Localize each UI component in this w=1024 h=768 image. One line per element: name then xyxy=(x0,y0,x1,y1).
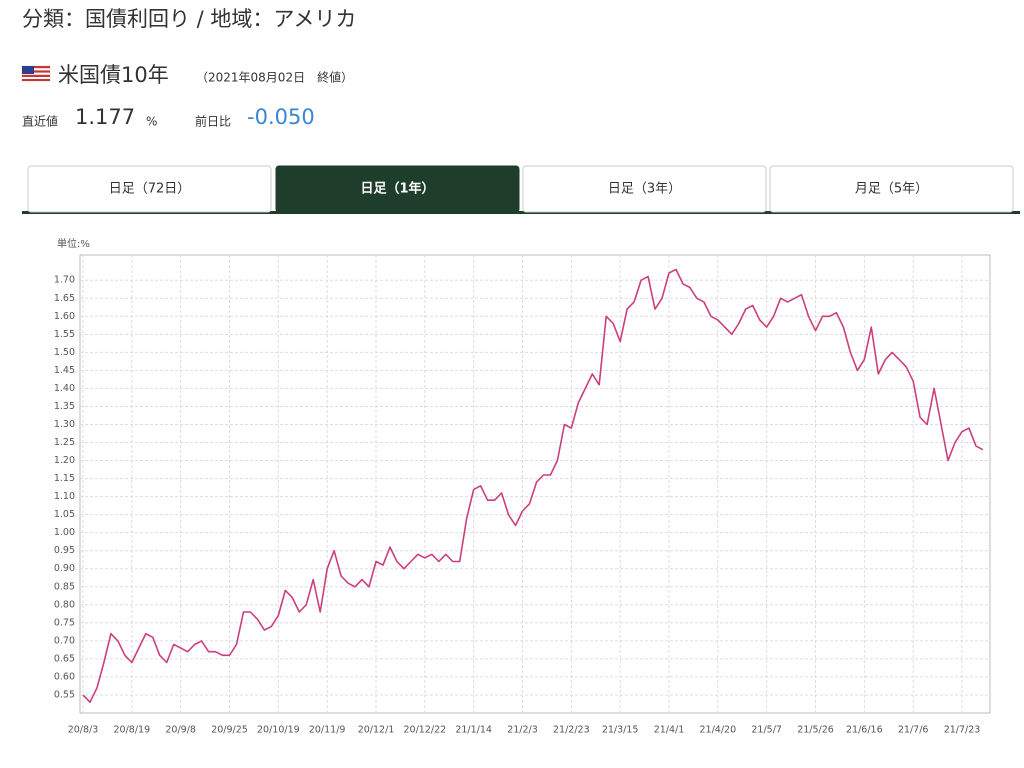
date-note: （2021年08月02日 終値） xyxy=(196,70,353,85)
yield-line xyxy=(82,268,984,703)
x-tick-label: 20/10/19 xyxy=(257,725,300,736)
page-title: 分類：国債利回り / 地域：アメリカ xyxy=(22,7,356,31)
tab[interactable] xyxy=(275,165,520,213)
latest-unit: % xyxy=(146,115,157,129)
x-tick-label: 21/5/26 xyxy=(797,725,834,736)
tab-label[interactable]: 日足（3年） xyxy=(608,182,681,197)
y-tick-label: 0.70 xyxy=(54,635,75,646)
y-tick-label: 0.60 xyxy=(54,671,75,682)
tab[interactable] xyxy=(522,165,767,213)
tab[interactable] xyxy=(769,165,1014,213)
y-tick-label: 0.65 xyxy=(54,653,75,664)
x-tick-label: 20/12/1 xyxy=(358,725,395,736)
y-tick-label: 1.00 xyxy=(54,527,75,538)
x-tick-label: 21/1/14 xyxy=(455,725,492,736)
x-tick-label: 21/6/16 xyxy=(846,725,883,736)
y-tick-label: 1.05 xyxy=(54,509,75,520)
tab[interactable] xyxy=(27,165,272,213)
plot-frame xyxy=(79,254,991,714)
tab-underline xyxy=(22,211,1020,214)
latest-label: 直近値 xyxy=(22,114,58,129)
x-tick-label: 21/7/6 xyxy=(898,725,929,736)
tab-label[interactable]: 日足（1年） xyxy=(360,181,434,197)
x-tick-label: 20/8/3 xyxy=(68,725,99,736)
y-tick-label: 1.10 xyxy=(54,491,75,502)
unit-label: 単位:% xyxy=(57,237,90,250)
y-tick-label: 1.35 xyxy=(54,401,75,412)
y-tick-label: 0.55 xyxy=(54,689,75,700)
y-tick-label: 1.50 xyxy=(54,347,75,358)
tab-label[interactable]: 日足（72日） xyxy=(109,182,191,197)
x-tick-label: 21/2/3 xyxy=(507,725,538,736)
y-tick-label: 1.30 xyxy=(54,419,75,430)
x-tick-label: 20/9/25 xyxy=(211,725,248,736)
x-tick-label: 21/3/15 xyxy=(602,725,639,736)
tab-label[interactable]: 月足（5年） xyxy=(855,182,928,197)
x-tick-label: 20/8/19 xyxy=(114,725,151,736)
y-tick-label: 1.40 xyxy=(54,383,75,394)
y-tick-label: 1.15 xyxy=(54,473,75,484)
y-tick-label: 1.20 xyxy=(54,455,75,466)
change-label: 前日比 xyxy=(195,114,231,129)
x-tick-label: 20/9/8 xyxy=(165,725,196,736)
y-tick-label: 1.55 xyxy=(54,329,75,340)
y-tick-label: 1.25 xyxy=(54,437,75,448)
y-tick-label: 0.80 xyxy=(54,599,75,610)
y-tick-label: 1.70 xyxy=(54,275,75,286)
x-tick-label: 21/4/20 xyxy=(700,725,737,736)
us-flag xyxy=(21,65,51,82)
y-tick-label: 0.95 xyxy=(54,545,75,556)
x-tick-label: 21/4/1 xyxy=(654,725,685,736)
y-tick-label: 1.45 xyxy=(54,365,75,376)
x-tick-label: 21/7/23 xyxy=(944,725,981,736)
y-tick-label: 0.75 xyxy=(54,617,75,628)
y-tick-label: 0.85 xyxy=(54,581,75,592)
x-tick-label: 20/12/22 xyxy=(403,725,446,736)
x-tick-label: 20/11/9 xyxy=(309,725,346,736)
y-tick-label: 1.60 xyxy=(54,311,75,322)
x-tick-label: 21/2/23 xyxy=(553,725,590,736)
bond-name: 米国債10年 xyxy=(58,63,169,87)
x-tick-label: 21/5/7 xyxy=(751,725,782,736)
y-tick-label: 0.90 xyxy=(54,563,75,574)
latest-value: 1.177 xyxy=(75,105,135,129)
y-tick-label: 1.65 xyxy=(54,293,75,304)
change-value: -0.050 xyxy=(247,105,315,129)
